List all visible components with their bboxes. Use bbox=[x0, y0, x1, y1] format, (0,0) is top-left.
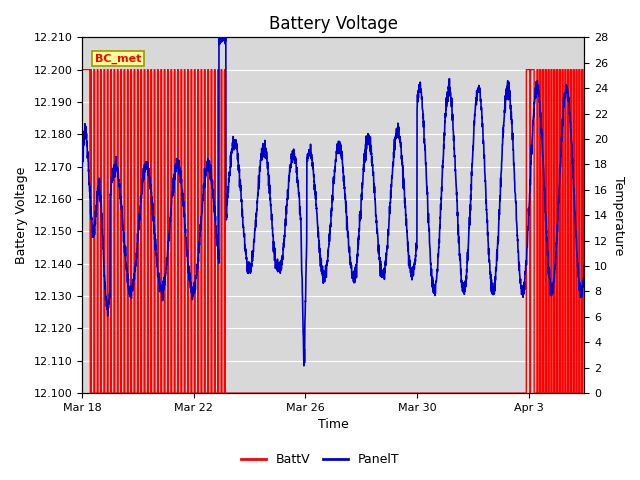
Title: Battery Voltage: Battery Voltage bbox=[269, 15, 397, 33]
Y-axis label: Battery Voltage: Battery Voltage bbox=[15, 167, 28, 264]
Legend: BattV, PanelT: BattV, PanelT bbox=[236, 448, 404, 471]
Y-axis label: Temperature: Temperature bbox=[612, 176, 625, 255]
Text: BC_met: BC_met bbox=[95, 53, 141, 64]
X-axis label: Time: Time bbox=[318, 419, 349, 432]
